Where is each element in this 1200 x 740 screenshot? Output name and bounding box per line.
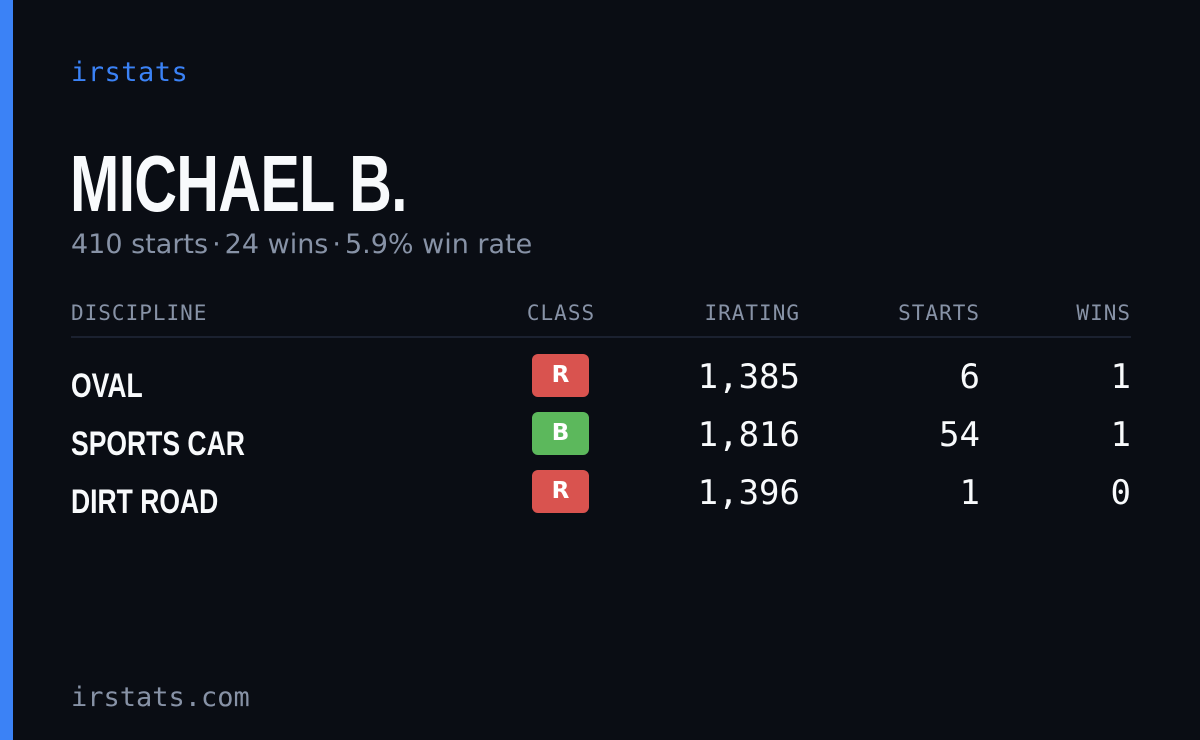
header-starts: STARTS: [898, 301, 980, 325]
header-irating: IRATING: [704, 301, 800, 325]
starts-value: 54: [939, 415, 980, 455]
table-body: OVAL R 1,385 6 1 SPORTS CAR B 1,816 54 1…: [71, 354, 1131, 528]
wins-value: 0: [1110, 473, 1131, 513]
header-discipline: DISCIPLINE: [71, 301, 208, 325]
starts-value: 1: [959, 473, 980, 513]
class-badge: R: [532, 354, 589, 397]
table-row: SPORTS CAR B 1,816 54 1: [71, 412, 1131, 470]
table-row: DIRT ROAD R 1,396 1 0: [71, 470, 1131, 528]
summary-wins: 24 wins: [224, 229, 329, 260]
irating-value: 1,385: [697, 357, 800, 397]
summary-separator: ·: [332, 229, 341, 260]
class-badge: B: [532, 412, 589, 455]
irating-value: 1,396: [697, 473, 800, 513]
irating-value: 1,816: [697, 415, 800, 455]
discipline-name: OVAL: [71, 367, 143, 405]
brand-logo: irstats: [71, 57, 189, 88]
wins-value: 1: [1110, 357, 1131, 397]
starts-value: 6: [959, 357, 980, 397]
discipline-name: DIRT ROAD: [71, 483, 219, 521]
driver-name: MICHAEL B.: [70, 139, 408, 228]
header-wins: WINS: [1076, 301, 1131, 325]
footer-domain: irstats.com: [71, 682, 250, 713]
header-class: CLASS: [526, 301, 596, 325]
discipline-stats-table: DISCIPLINE CLASS IRATING STARTS WINS OVA…: [71, 296, 1131, 521]
table-header-row: DISCIPLINE CLASS IRATING STARTS WINS: [71, 296, 1131, 338]
summary-separator: ·: [212, 229, 221, 260]
accent-bar: [0, 0, 13, 740]
driver-summary: 410 starts · 24 wins · 5.9% win rate: [71, 228, 532, 262]
wins-value: 1: [1110, 415, 1131, 455]
class-badge: R: [532, 470, 589, 513]
table-row: OVAL R 1,385 6 1: [71, 354, 1131, 412]
summary-win-rate: 5.9% win rate: [344, 229, 533, 260]
summary-starts: 410 starts: [71, 229, 209, 260]
discipline-name: SPORTS CAR: [71, 425, 245, 463]
